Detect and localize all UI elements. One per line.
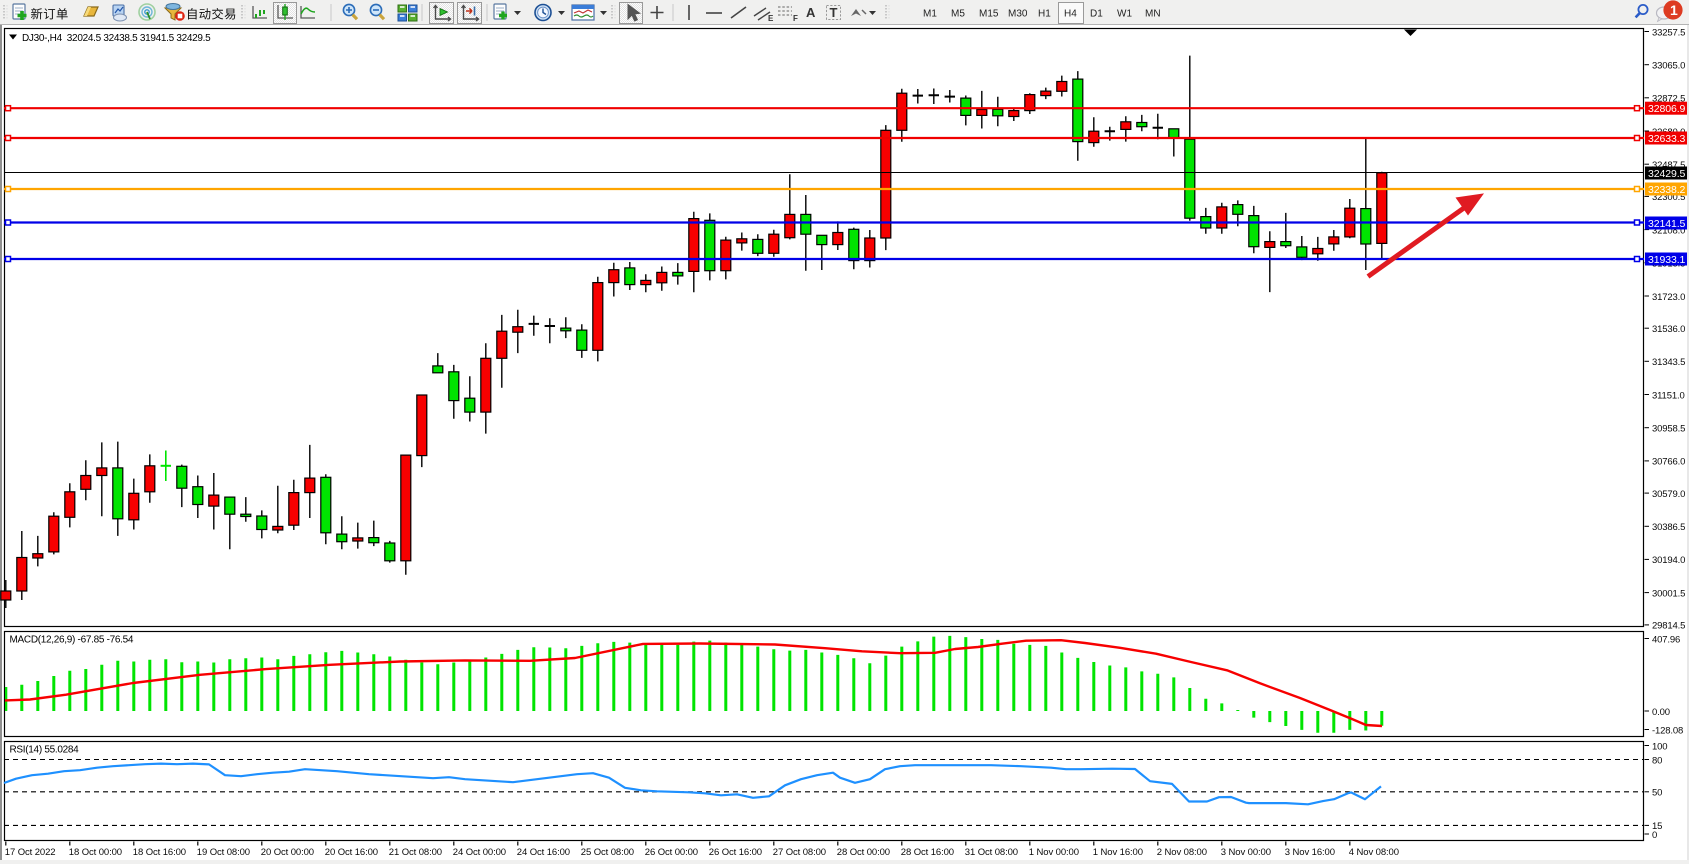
svg-text:0.00: 0.00 — [1652, 707, 1670, 718]
svg-text:DJ30-,H4 32024.5 32438.5 3194: DJ30-,H4 32024.5 32438.5 31941.5 32429.5 — [22, 33, 211, 44]
svg-text:32806.9: 32806.9 — [1648, 103, 1686, 115]
svg-text:4 Nov 08:00: 4 Nov 08:00 — [1349, 847, 1399, 858]
svg-text:100: 100 — [1652, 741, 1667, 752]
svg-text:1 Nov 16:00: 1 Nov 16:00 — [1093, 847, 1143, 858]
svg-text:31723.0: 31723.0 — [1652, 292, 1685, 303]
svg-text:407.96: 407.96 — [1652, 634, 1680, 645]
svg-text:32633.3: 32633.3 — [1648, 133, 1686, 145]
svg-text:28 Oct 00:00: 28 Oct 00:00 — [837, 847, 890, 858]
svg-text:RSI(14) 55.0284: RSI(14) 55.0284 — [10, 745, 80, 756]
svg-text:32300.5: 32300.5 — [1652, 192, 1685, 203]
svg-text:32108.0: 32108.0 — [1652, 225, 1685, 236]
svg-text:24 Oct 00:00: 24 Oct 00:00 — [453, 847, 506, 858]
svg-text:31933.1: 31933.1 — [1648, 254, 1686, 266]
svg-text:17 Oct 2022: 17 Oct 2022 — [5, 847, 56, 858]
svg-text:20 Oct 00:00: 20 Oct 00:00 — [261, 847, 314, 858]
svg-text:31536.0: 31536.0 — [1652, 324, 1685, 335]
svg-text:30386.5: 30386.5 — [1652, 522, 1685, 533]
svg-text:H4: H4 — [1064, 9, 1077, 20]
svg-text:32429.5: 32429.5 — [1648, 168, 1686, 180]
svg-text:F: F — [793, 14, 798, 23]
svg-text:E: E — [768, 14, 774, 23]
svg-text:M30: M30 — [1008, 9, 1028, 20]
svg-text:19 Oct 08:00: 19 Oct 08:00 — [197, 847, 250, 858]
svg-text:31343.5: 31343.5 — [1652, 357, 1685, 368]
svg-text:MACD(12,26,9) -67.85 -76.54: MACD(12,26,9) -67.85 -76.54 — [10, 635, 134, 646]
svg-text:1 Nov 00:00: 1 Nov 00:00 — [1029, 847, 1079, 858]
svg-text:32872.5: 32872.5 — [1652, 94, 1685, 105]
svg-text:2 Nov 08:00: 2 Nov 08:00 — [1157, 847, 1207, 858]
svg-text:29814.5: 29814.5 — [1652, 621, 1685, 632]
svg-text:3 Nov 16:00: 3 Nov 16:00 — [1285, 847, 1335, 858]
svg-text:T: T — [830, 5, 838, 20]
svg-text:50: 50 — [1652, 788, 1662, 799]
svg-text:30958.5: 30958.5 — [1652, 424, 1685, 435]
svg-text:30001.5: 30001.5 — [1652, 588, 1685, 599]
svg-text:0: 0 — [1652, 830, 1657, 841]
svg-text:18 Oct 00:00: 18 Oct 00:00 — [69, 847, 122, 858]
svg-text:32487.5: 32487.5 — [1652, 160, 1685, 171]
svg-text:25 Oct 08:00: 25 Oct 08:00 — [581, 847, 634, 858]
svg-text:1: 1 — [1670, 2, 1678, 18]
svg-text:-128.08: -128.08 — [1652, 725, 1683, 736]
svg-text:D1: D1 — [1090, 9, 1103, 20]
svg-text:24 Oct 16:00: 24 Oct 16:00 — [517, 847, 570, 858]
svg-text:30766.0: 30766.0 — [1652, 457, 1685, 468]
svg-text:3 Nov 00:00: 3 Nov 00:00 — [1221, 847, 1271, 858]
svg-text:M15: M15 — [979, 9, 999, 20]
svg-text:A: A — [806, 5, 816, 20]
svg-text:26 Oct 16:00: 26 Oct 16:00 — [709, 847, 762, 858]
svg-text:15: 15 — [1652, 821, 1662, 832]
svg-text:H1: H1 — [1038, 9, 1051, 20]
svg-text:MN: MN — [1145, 9, 1161, 20]
svg-text:33065.0: 33065.0 — [1652, 61, 1685, 72]
svg-text:W1: W1 — [1117, 9, 1132, 20]
svg-text:M1: M1 — [923, 9, 937, 20]
svg-text:26 Oct 00:00: 26 Oct 00:00 — [645, 847, 698, 858]
svg-text:28 Oct 16:00: 28 Oct 16:00 — [901, 847, 954, 858]
svg-text:32141.5: 32141.5 — [1648, 218, 1686, 230]
svg-text:20 Oct 16:00: 20 Oct 16:00 — [325, 847, 378, 858]
svg-text:31 Oct 08:00: 31 Oct 08:00 — [965, 847, 1018, 858]
svg-text:30194.0: 30194.0 — [1652, 555, 1685, 566]
svg-text:18 Oct 16:00: 18 Oct 16:00 — [133, 847, 186, 858]
svg-text:31151.0: 31151.0 — [1652, 390, 1685, 401]
svg-text:32338.2: 32338.2 — [1648, 184, 1686, 196]
svg-text:30579.0: 30579.0 — [1652, 489, 1685, 500]
svg-text:27 Oct 08:00: 27 Oct 08:00 — [773, 847, 826, 858]
svg-text:33257.5: 33257.5 — [1652, 27, 1685, 38]
svg-text:M5: M5 — [951, 9, 965, 20]
svg-text:21 Oct 08:00: 21 Oct 08:00 — [389, 847, 442, 858]
svg-text:80: 80 — [1652, 755, 1662, 766]
